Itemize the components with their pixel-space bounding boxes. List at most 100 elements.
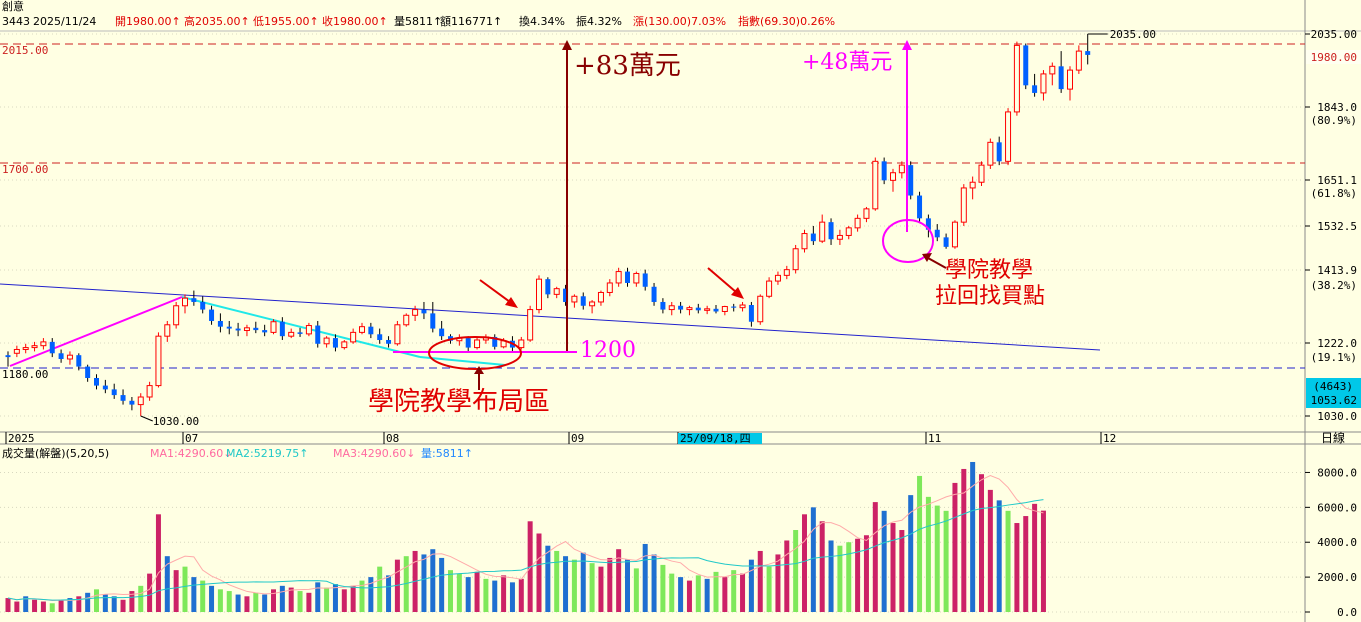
volume-bar (642, 543, 648, 612)
red-arrow-1-head (505, 297, 518, 308)
candle-body (633, 272, 640, 284)
candle-body (597, 291, 604, 303)
level-1200-label: 1200 (580, 338, 636, 363)
volume-bar (970, 461, 976, 612)
candle-body (191, 298, 197, 302)
candle (279, 317, 285, 340)
candle (908, 161, 914, 200)
candle-body (925, 218, 931, 230)
volume-bar (155, 514, 161, 612)
volume-bar (704, 578, 710, 612)
info-amplitude: 振4.32% (576, 14, 622, 28)
volume-bar (324, 587, 330, 612)
volume-bar (138, 585, 144, 612)
candle-body (350, 331, 357, 343)
candle (774, 271, 781, 285)
volume-axis: 8000.0 6000.0 4000.0 2000.0 0.0 (1305, 466, 1357, 619)
candle-body (721, 306, 728, 312)
info-date: 2025/11/24 (33, 15, 96, 28)
candle (146, 381, 153, 401)
volume-bar (32, 599, 38, 612)
candle (960, 184, 967, 226)
volume-bar (5, 598, 11, 612)
candle-body (748, 305, 754, 322)
volume-bar (465, 577, 471, 612)
volume-tick-label: 2000.0 (1317, 571, 1357, 584)
candle (597, 290, 604, 306)
candle-body (553, 288, 560, 295)
candle (217, 313, 223, 333)
candle-body (403, 314, 410, 326)
candle (430, 301, 436, 333)
candle (863, 206, 870, 223)
candle-body (22, 347, 29, 350)
volume-bar (890, 523, 896, 612)
volume-bar (554, 550, 560, 612)
volume-bar (660, 564, 666, 612)
volume-bar (23, 596, 29, 612)
candle (76, 353, 82, 371)
candle (66, 351, 73, 365)
volume-bar (217, 589, 223, 612)
candle-body (960, 187, 967, 223)
volume-bar (536, 533, 542, 612)
candle (288, 328, 295, 339)
candle (563, 284, 569, 306)
candle (40, 338, 47, 350)
date-tick-label: 11 (928, 432, 941, 445)
volume-bar (996, 500, 1002, 612)
price-tick-label: 1532.5 (1317, 220, 1357, 233)
volume-bar (961, 468, 967, 612)
candle (810, 225, 816, 245)
volume-bar (1005, 510, 1011, 612)
candle (209, 305, 215, 325)
volume-bar (111, 596, 117, 612)
candle-body (377, 334, 383, 340)
candle-body (589, 301, 596, 307)
volume-bar (925, 496, 931, 612)
candle-body (341, 341, 348, 349)
volume-bar (580, 552, 586, 612)
candle (49, 338, 55, 358)
candle-body (421, 309, 427, 314)
volume-bar (740, 573, 746, 612)
candle-body (209, 309, 215, 321)
date-tick-label: 09 (571, 432, 584, 445)
candle-body (173, 305, 180, 326)
volume-bar (819, 521, 825, 612)
info-close: 收1980.00↑ (322, 14, 388, 28)
candle-body (155, 335, 162, 387)
volume-bar (173, 570, 179, 612)
candle (191, 290, 197, 306)
volume-bar (952, 482, 958, 612)
candle-body (854, 217, 861, 229)
candle (695, 303, 701, 314)
candle (13, 345, 20, 358)
candle (111, 383, 117, 399)
volume-bar (917, 475, 923, 612)
candle-body (1058, 66, 1064, 90)
volume-bar (164, 556, 170, 612)
volume-bar (49, 603, 55, 612)
volume-bar (14, 601, 20, 612)
volume-bar (678, 577, 684, 612)
volume-bar (775, 554, 781, 612)
candle (332, 334, 338, 352)
candle-body (660, 301, 666, 310)
candle (898, 161, 905, 179)
volume-ma5-line (7, 475, 1044, 601)
candle (394, 320, 401, 346)
volume-bar (571, 559, 577, 612)
price-tick-label: 2035.00 (1311, 28, 1357, 41)
annotations: +83萬元 1200 學院教學布局區 +48萬元 學院教學 拉回找買點 (368, 40, 1045, 417)
candle-body (58, 353, 64, 359)
info-open: 開1980.00↑ (115, 15, 181, 28)
date-tick-label: 12 (1103, 432, 1116, 445)
price-tick-label: 1222.0 (1317, 337, 1357, 350)
volume-bar (182, 566, 188, 612)
candle (854, 214, 861, 232)
candle-body (580, 296, 586, 306)
candle-body (1067, 69, 1073, 90)
volume-bar (262, 594, 268, 612)
